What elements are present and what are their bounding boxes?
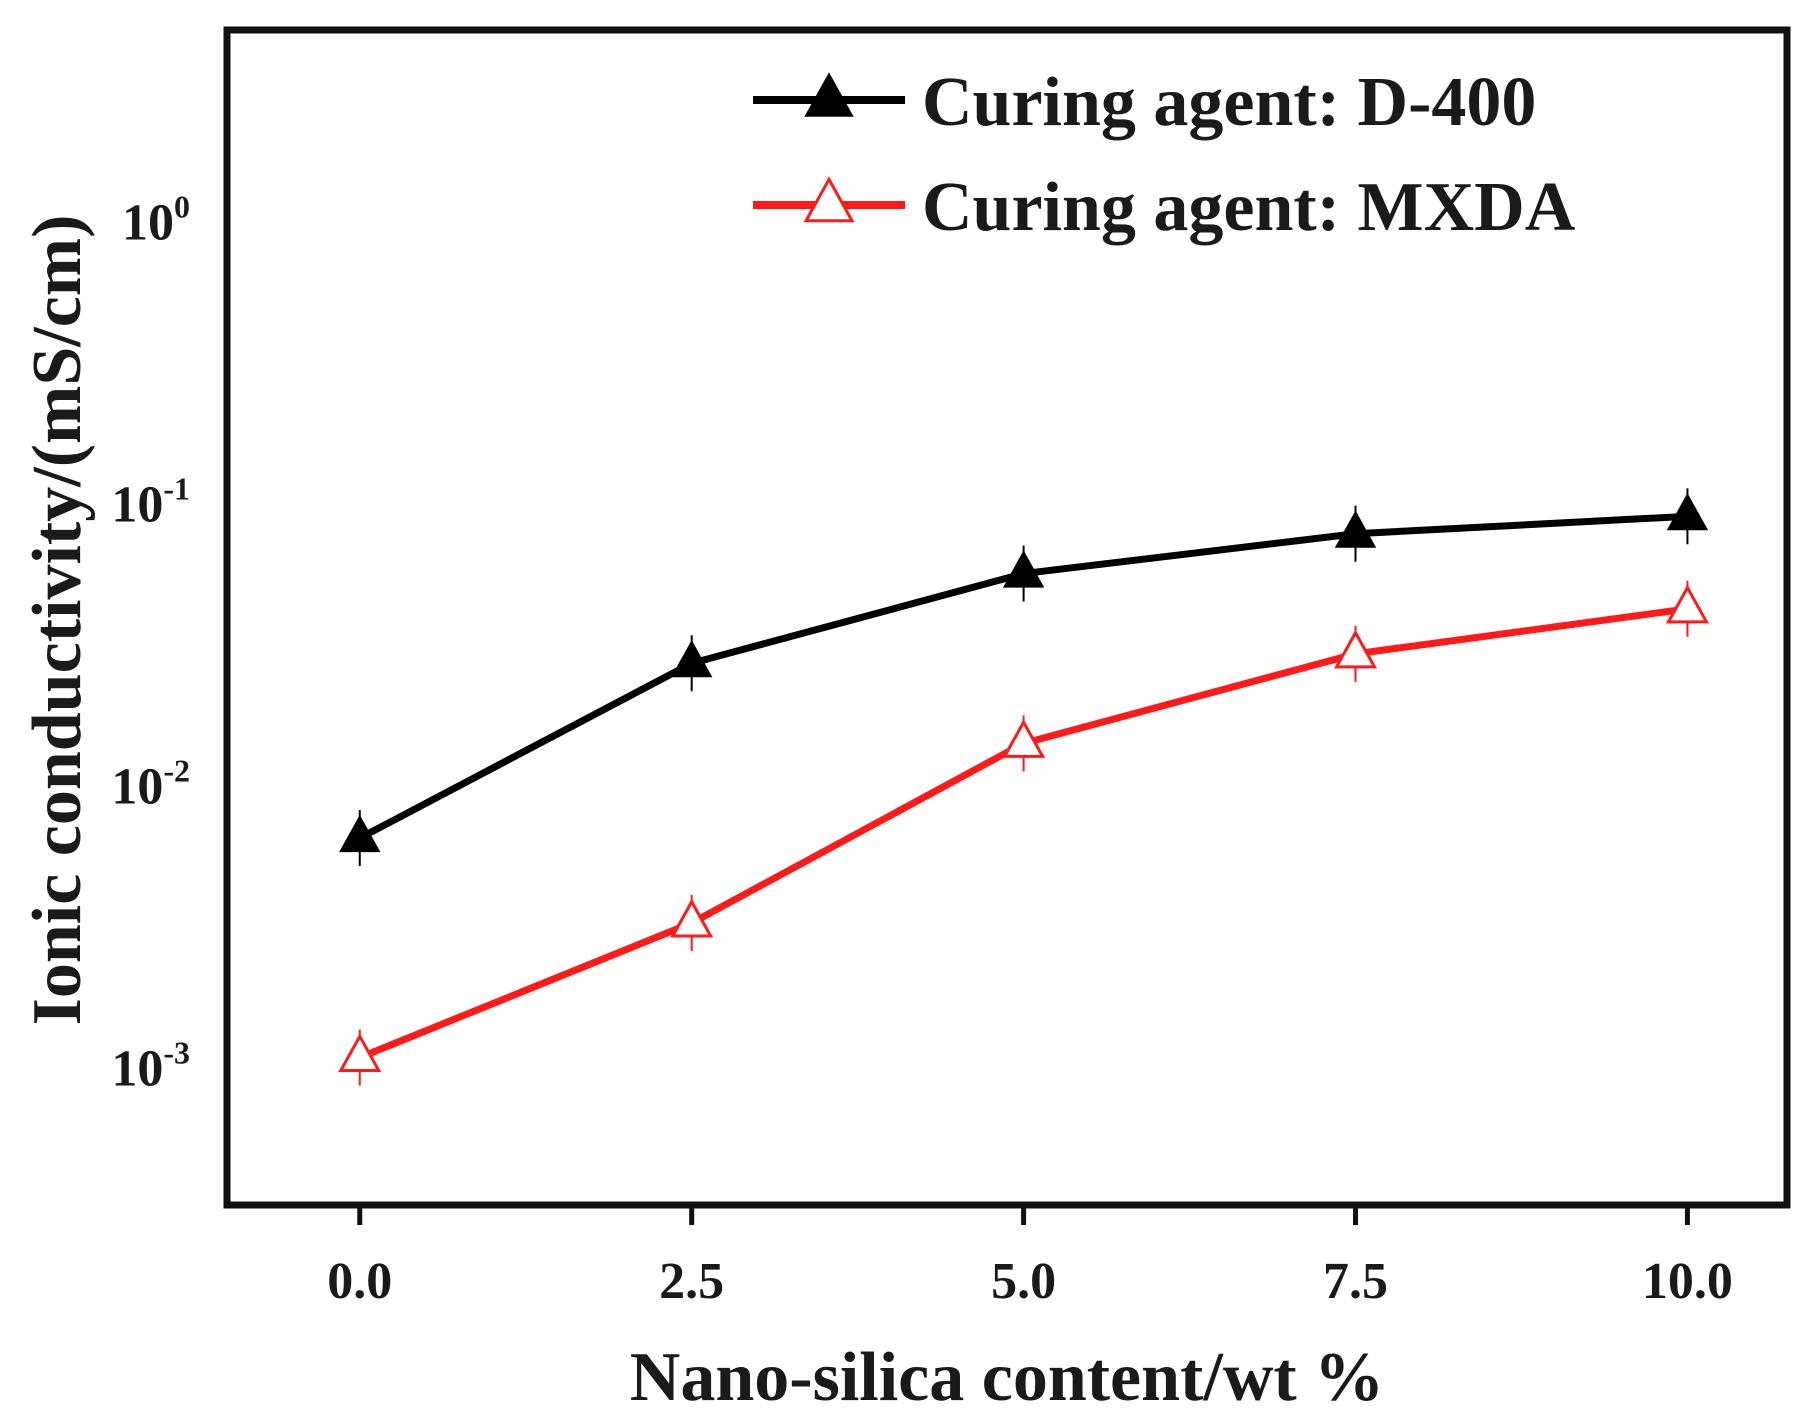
y-tick-label: 100 <box>122 188 190 251</box>
x-tick-label: 2.5 <box>659 1253 724 1310</box>
legend-entry-2: Curing agent: MXDA <box>753 169 1576 246</box>
legend-marker-swatch <box>803 176 855 223</box>
data-point <box>1002 550 1045 588</box>
legend: Curing agent: D-400 Curing agent: MXDA <box>753 64 1576 246</box>
series-1 <box>339 488 1709 867</box>
series-layer <box>338 488 1709 1086</box>
x-axis-title: Nano-silica content/wt % <box>630 1339 1384 1416</box>
data-point <box>1333 629 1378 669</box>
y-tick-label: 10-1 <box>111 470 190 533</box>
data-point <box>670 640 713 678</box>
legend-label: Curing agent: D-400 <box>922 64 1536 141</box>
plot-frame <box>223 26 1791 1209</box>
y-axis-title: Ionic conductivity/(mS/cm) <box>19 215 96 1026</box>
data-point <box>670 898 714 938</box>
x-tick-label: 10.0 <box>1642 1253 1733 1310</box>
data-point <box>338 1033 382 1073</box>
legend-marker-swatch <box>804 72 854 117</box>
legend-entry-1: Curing agent: D-400 <box>753 64 1536 141</box>
y-tick-label: 10-3 <box>111 1035 190 1098</box>
data-point <box>1666 493 1709 531</box>
data-point <box>1665 584 1709 624</box>
series-2 <box>338 580 1709 1086</box>
y-axis-ticks: 10-3 10-2 10-1 100 <box>111 188 190 1097</box>
data-point <box>339 814 381 853</box>
x-tick-label: 0.0 <box>327 1253 392 1310</box>
data-point <box>1002 719 1046 758</box>
data-point <box>1334 510 1377 548</box>
y-tick-label: 10-2 <box>111 753 190 816</box>
legend-label: Curing agent: MXDA <box>922 169 1576 246</box>
x-axis-ticks: 0.0 2.5 5.0 7.5 10.0 <box>327 1205 1733 1310</box>
x-tick-label: 5.0 <box>991 1253 1056 1310</box>
x-tick-label: 7.5 <box>1323 1253 1388 1310</box>
